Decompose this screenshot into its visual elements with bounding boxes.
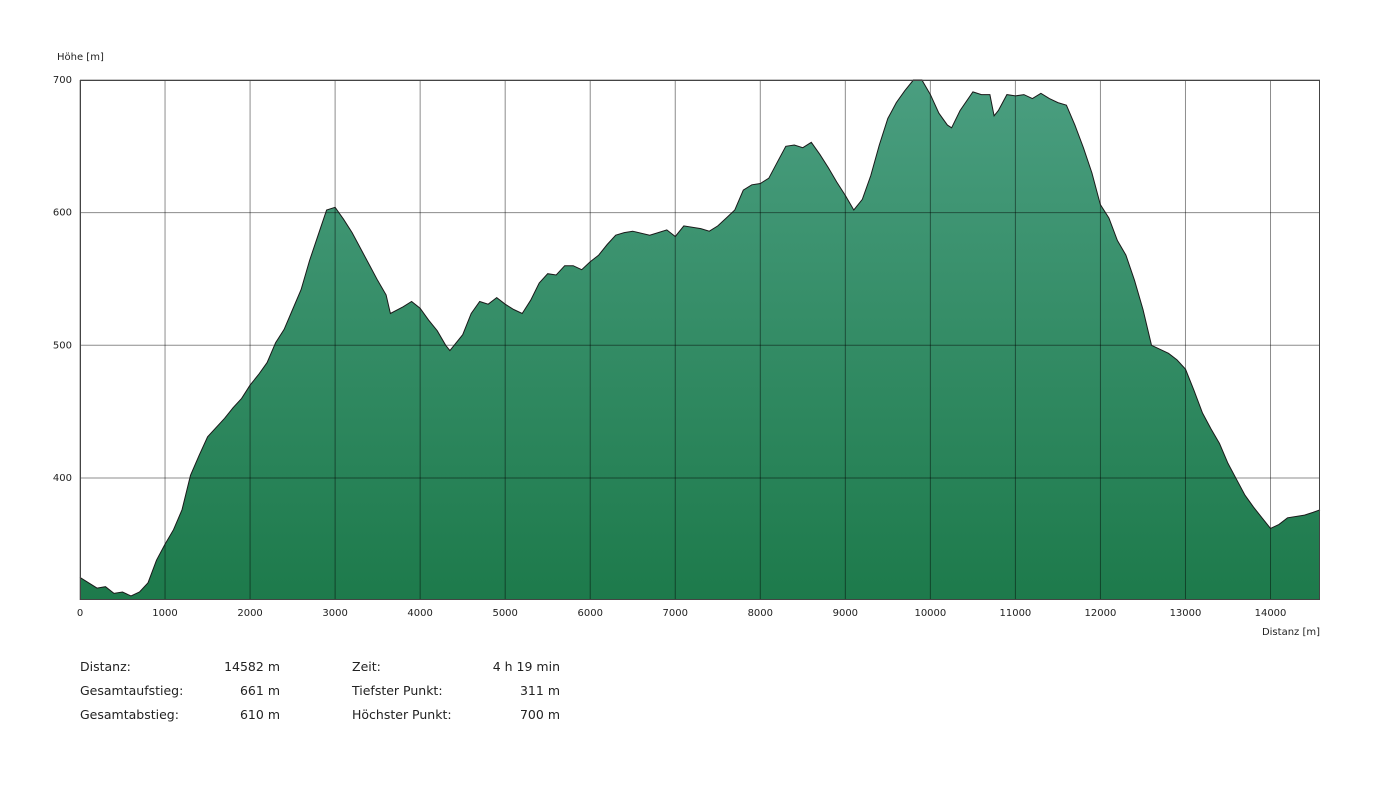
x-tick-label: 9000: [833, 608, 858, 619]
area-fill: [80, 80, 1320, 600]
x-tick-label: 8000: [748, 608, 773, 619]
x-tick-label: 11000: [999, 608, 1031, 619]
stat-value: 700 m: [519, 707, 560, 722]
plot-frame: [80, 80, 1320, 600]
x-tick-label: 5000: [492, 608, 517, 619]
x-tick-label: 7000: [663, 608, 688, 619]
stat-value: 14582 m: [224, 659, 280, 674]
x-tick-label: 10000: [914, 608, 946, 619]
x-tick-label: 4000: [407, 608, 432, 619]
x-tick-label: 13000: [1170, 608, 1202, 619]
stat-label: Zeit:: [352, 659, 381, 674]
x-tick-label: 0: [77, 608, 83, 619]
stat-value: 311 m: [519, 683, 560, 698]
stat-label: Höchster Punkt:: [352, 707, 452, 722]
x-tick-label: 2000: [237, 608, 262, 619]
elevation-line: [79, 79, 1321, 597]
y-tick-label: 600: [53, 208, 72, 219]
stat-label: Tiefster Punkt:: [352, 683, 443, 698]
y-axis-label: Höhe [m]: [57, 52, 104, 63]
stat-value: 610 m: [239, 707, 280, 722]
x-tick-label: 3000: [322, 608, 347, 619]
x-tick-label: 6000: [577, 608, 602, 619]
stat-value: 4 h 19 min: [492, 659, 560, 674]
x-tick-label: 12000: [1085, 608, 1117, 619]
stat-label: Gesamtaufstieg:: [80, 683, 184, 698]
stat-value: 661 m: [239, 683, 280, 698]
y-tick-label: 700: [53, 75, 72, 86]
x-tick-label: 1000: [152, 608, 177, 619]
stat-label: Gesamtabstieg:: [80, 707, 179, 722]
stat-label: Distanz:: [80, 659, 131, 674]
x-tick-label: 14000: [1255, 608, 1287, 619]
y-tick-label: 500: [53, 340, 72, 351]
x-axis-label: Distanz [m]: [1262, 627, 1320, 638]
chart: Höhe [m] Distanz [m] 0 1000 2000 3000 4000 50…: [53, 52, 1321, 638]
y-tick-label: 400: [53, 473, 72, 484]
